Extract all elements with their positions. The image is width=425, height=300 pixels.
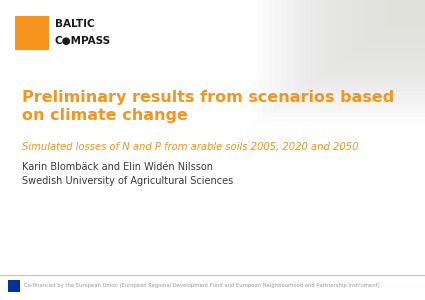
Text: BALTIC: BALTIC	[55, 19, 95, 29]
Bar	[299, 0, 425, 91]
Bar	[365, 0, 425, 43]
Bar	[323, 0, 425, 74]
Bar	[413, 0, 425, 9]
Text: Karin Blombäck and Elin Widén Nilsson: Karin Blombäck and Elin Widén Nilsson	[22, 162, 213, 172]
Bar	[287, 0, 425, 100]
Bar	[275, 0, 425, 108]
Bar	[251, 0, 425, 126]
Bar	[281, 0, 425, 104]
Bar	[407, 0, 425, 13]
Bar	[317, 0, 425, 78]
Bar	[383, 0, 425, 30]
Bar	[401, 0, 425, 17]
Bar	[347, 0, 425, 56]
Text: Preliminary results from scenarios based: Preliminary results from scenarios based	[22, 90, 394, 105]
Bar	[269, 0, 425, 113]
Bar	[15, 16, 49, 50]
Bar	[389, 0, 425, 26]
Bar	[305, 0, 425, 87]
Bar	[371, 0, 425, 39]
Bar	[419, 0, 425, 4]
Bar	[8, 280, 20, 292]
Bar	[359, 0, 425, 48]
Text: Swedish University of Agricultural Sciences: Swedish University of Agricultural Scien…	[22, 176, 233, 186]
Text: Simulated losses of N and P from arable soils 2005, 2020 and 2050: Simulated losses of N and P from arable …	[22, 142, 359, 152]
Bar	[353, 0, 425, 52]
Bar	[329, 0, 425, 69]
Bar	[395, 0, 425, 22]
Text: C●MPASS: C●MPASS	[55, 36, 111, 46]
Bar	[377, 0, 425, 35]
Text: on climate change: on climate change	[22, 108, 188, 123]
Bar	[341, 0, 425, 61]
Bar	[335, 0, 425, 65]
Text: Co-financed by the European Union (European Regional Development Fund and Europe: Co-financed by the European Union (Europ…	[24, 284, 380, 289]
Bar	[263, 0, 425, 117]
Bar	[257, 0, 425, 121]
Bar	[293, 0, 425, 95]
Bar	[311, 0, 425, 82]
